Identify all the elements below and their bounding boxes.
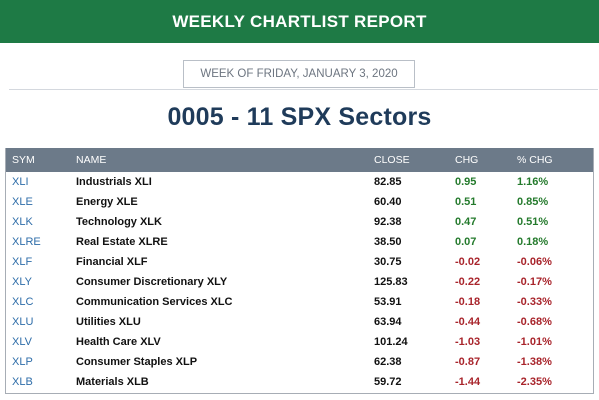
pct-change-value: -0.17% xyxy=(517,276,552,288)
table-row: XLC Communication Services XLC 53.91 -0.18 -… xyxy=(6,292,593,312)
header-chg[interactable]: CHG xyxy=(455,154,479,166)
pct-change-value: 0.18% xyxy=(517,236,549,248)
close-value: 62.38 xyxy=(374,356,402,368)
symbol-link[interactable]: XLI xyxy=(12,176,29,188)
sector-name: Consumer Staples XLP xyxy=(76,356,198,368)
symbol-link[interactable]: XLU xyxy=(12,316,34,328)
sector-name: Financial XLF xyxy=(76,256,148,268)
pct-change-value: 0.85% xyxy=(517,196,549,208)
change-value: -0.22 xyxy=(455,276,481,288)
report-banner: WEEKLY CHARTLIST REPORT xyxy=(0,0,599,43)
table-row: XLF Financial XLF 30.75 -0.02 -0.06% xyxy=(6,252,593,272)
change-value: -0.02 xyxy=(455,256,481,268)
table-row: XLP Consumer Staples XLP 62.38 -0.87 -1.38% xyxy=(6,352,593,372)
sector-name: Technology XLK xyxy=(76,216,162,228)
pct-change-value: -1.38% xyxy=(517,356,552,368)
sector-name: Communication Services XLC xyxy=(76,296,233,308)
change-value: -1.44 xyxy=(455,376,481,388)
table-row: XLB Materials XLB 59.72 -1.44 -2.35% xyxy=(6,372,593,392)
week-date-text: WEEK OF FRIDAY, JANUARY 3, 2020 xyxy=(200,68,398,80)
symbol-link[interactable]: XLK xyxy=(12,216,33,228)
close-value: 63.94 xyxy=(374,316,402,328)
symbol-link[interactable]: XLP xyxy=(12,356,33,368)
symbol-link[interactable]: XLB xyxy=(12,376,33,388)
divider-top xyxy=(9,89,598,90)
table-row: XLY Consumer Discretionary XLY 125.83 -0.22… xyxy=(6,272,593,292)
change-value: 0.51 xyxy=(455,196,477,208)
table-row: XLE Energy XLE 60.40 0.51 0.85% xyxy=(6,192,593,212)
close-value: 59.72 xyxy=(374,376,402,388)
close-value: 92.38 xyxy=(374,216,402,228)
symbol-link[interactable]: XLE xyxy=(12,196,33,208)
pct-change-value: 0.51% xyxy=(517,216,549,228)
symbol-link[interactable]: XLY xyxy=(12,276,32,288)
close-value: 60.40 xyxy=(374,196,402,208)
close-value: 38.50 xyxy=(374,236,402,248)
sector-name: Utilities XLU xyxy=(76,316,141,328)
symbol-link[interactable]: XLF xyxy=(12,256,33,268)
table-row: XLK Technology XLK 92.38 0.47 0.51% xyxy=(6,212,593,232)
header-name[interactable]: NAME xyxy=(76,154,107,166)
close-value: 30.75 xyxy=(374,256,402,268)
week-date-label: WEEK OF FRIDAY, JANUARY 3, 2020 xyxy=(183,60,415,88)
sector-name: Real Estate XLRE xyxy=(76,236,168,248)
change-value: 0.95 xyxy=(455,176,477,188)
table-row: XLRE Real Estate XLRE 38.50 0.07 0.18% xyxy=(6,232,593,252)
header-sym[interactable]: SYM xyxy=(12,154,35,166)
symbol-link[interactable]: XLRE xyxy=(12,236,41,248)
pct-change-value: -2.35% xyxy=(517,376,552,388)
change-value: 0.07 xyxy=(455,236,477,248)
close-value: 125.83 xyxy=(374,276,408,288)
sector-name: Industrials XLI xyxy=(76,176,152,188)
sector-table: SYM NAME CLOSE CHG % CHG XLI Industrials … xyxy=(5,148,594,394)
pct-change-value: -0.33% xyxy=(517,296,552,308)
table-body: XLI Industrials XLI 82.85 0.95 1.16% XLE Energ… xyxy=(6,172,593,392)
page-title: 0005 - 11 SPX Sectors xyxy=(167,103,432,131)
change-value: -0.18 xyxy=(455,296,481,308)
sector-name: Materials XLB xyxy=(76,376,149,388)
banner-title: WEEKLY CHARTLIST REPORT xyxy=(172,11,427,31)
pct-change-value: -0.06% xyxy=(517,256,552,268)
sector-name: Energy XLE xyxy=(76,196,138,208)
close-value: 53.91 xyxy=(374,296,402,308)
change-value: -0.44 xyxy=(455,316,481,328)
pct-change-value: -1.01% xyxy=(517,336,552,348)
pct-change-value: 1.16% xyxy=(517,176,549,188)
pct-change-value: -0.68% xyxy=(517,316,552,328)
table-row: XLI Industrials XLI 82.85 0.95 1.16% xyxy=(6,172,593,192)
symbol-link[interactable]: XLV xyxy=(12,336,32,348)
sector-name: Consumer Discretionary XLY xyxy=(76,276,228,288)
table-row: XLV Health Care XLV 101.24 -1.03 -1.01% xyxy=(6,332,593,352)
change-value: 0.47 xyxy=(455,216,477,228)
change-value: -1.03 xyxy=(455,336,481,348)
header-close[interactable]: CLOSE xyxy=(374,154,410,166)
table-row: XLU Utilities XLU 63.94 -0.44 -0.68% xyxy=(6,312,593,332)
header-pct-chg[interactable]: % CHG xyxy=(517,154,553,166)
close-value: 101.24 xyxy=(374,336,408,348)
table-header: SYM NAME CLOSE CHG % CHG xyxy=(6,148,593,172)
close-value: 82.85 xyxy=(374,176,402,188)
sector-name: Health Care XLV xyxy=(76,336,161,348)
change-value: -0.87 xyxy=(455,356,481,368)
symbol-link[interactable]: XLC xyxy=(12,296,34,308)
